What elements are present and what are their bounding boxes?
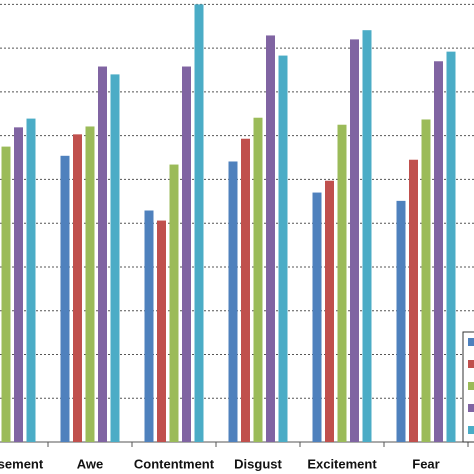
bar (409, 159, 418, 442)
bar (337, 124, 347, 442)
bar (26, 118, 36, 442)
bar (194, 4, 204, 442)
bar (73, 134, 82, 442)
bar (278, 55, 288, 442)
legend-swatch (468, 360, 474, 368)
bar (157, 220, 166, 442)
bar (421, 119, 431, 443)
bar (144, 210, 154, 442)
legend-swatch (468, 338, 474, 346)
legend-swatch (468, 404, 474, 412)
bar (446, 51, 456, 443)
bar (1, 146, 11, 443)
legend-swatch (468, 426, 474, 434)
x-tick-label: Contentment (134, 456, 215, 471)
bar (266, 35, 275, 443)
bar (362, 30, 372, 442)
bar (60, 155, 70, 442)
bar (434, 61, 443, 442)
bar (98, 66, 107, 443)
bar (14, 127, 23, 443)
x-tick-label: Fear (412, 456, 439, 471)
bar (228, 161, 238, 443)
x-tick-label: Awe (77, 456, 104, 471)
bar (396, 200, 406, 442)
bar (110, 74, 120, 442)
bar (312, 192, 322, 442)
legend-swatch (468, 382, 474, 390)
bar (325, 180, 334, 442)
bar (350, 39, 359, 442)
bar (169, 164, 179, 442)
x-tick-label: Excitement (307, 456, 377, 471)
bar (241, 138, 250, 442)
bar (253, 117, 263, 442)
bar (85, 126, 95, 442)
x-tick-label: Disgust (234, 456, 282, 471)
x-tick-label: Amusement (0, 456, 44, 471)
bar (182, 66, 191, 443)
